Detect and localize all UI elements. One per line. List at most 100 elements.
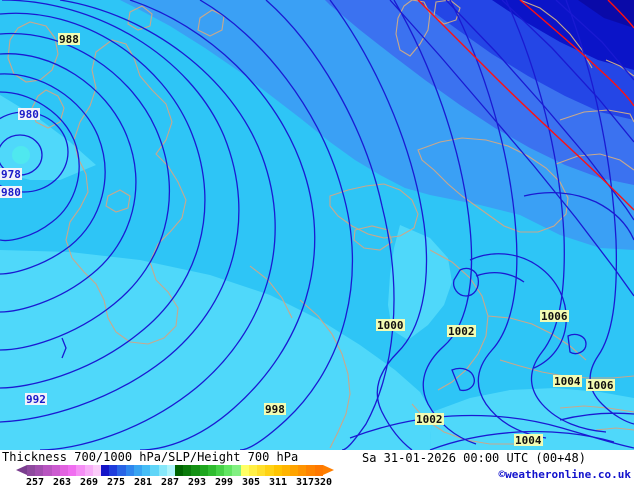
valid-time-text: Sa 31-01-2026 00:00 UTC (00+48) bbox=[362, 451, 586, 465]
credit-text: ©weatheronline.co.uk bbox=[498, 468, 631, 481]
colorbar-swatch-27 bbox=[248, 465, 258, 476]
slp-contour-1000 bbox=[265, 0, 395, 450]
colorbar-swatch-29 bbox=[265, 465, 274, 476]
slp-contour-high-cell-b bbox=[475, 271, 525, 283]
colorbar-tick-287: 287 bbox=[160, 477, 180, 488]
slp-contour-988 bbox=[0, 32, 170, 351]
isobar-label-1004: 1004 bbox=[514, 434, 543, 447]
colorbar-swatch-3 bbox=[51, 465, 60, 476]
height700-contour-c bbox=[607, 0, 634, 29]
weather-map-canvas[interactable]: 988 980 978 980 992 998 1000 1002 1002 1006 1004 10… bbox=[0, 0, 634, 450]
colorbar-tick-275: 275 bbox=[106, 477, 126, 488]
colorbar-swatch-34 bbox=[306, 465, 315, 476]
colorbar-swatch-5 bbox=[68, 465, 77, 476]
legend-title: Thickness 700/1000 hPa/SLP/Height 700 hP… bbox=[2, 450, 299, 464]
colorbar-swatch-35 bbox=[314, 465, 323, 476]
slp-contour-small-ring bbox=[452, 267, 480, 297]
slp-contour-1002 bbox=[393, 0, 477, 445]
colorbar-swatch-12 bbox=[125, 465, 134, 476]
isobar-label-988: 988 bbox=[58, 33, 80, 46]
colorbar-swatch-26 bbox=[240, 465, 249, 476]
colorbar-tick-281: 281 bbox=[133, 477, 153, 488]
slp-contour-tr-a bbox=[389, 0, 634, 297]
height700-contour-a bbox=[417, 0, 634, 211]
slp-contour-1002b bbox=[449, 0, 547, 439]
slp-contour-islet-b bbox=[451, 367, 475, 392]
fill-band-cyan-light-centre bbox=[0, 250, 432, 450]
colorbar-swatch-0 bbox=[27, 465, 36, 476]
slp-contour-tr-c bbox=[501, 0, 634, 143]
colorbar-swatch-28 bbox=[257, 465, 266, 476]
colorbar-swatch-33 bbox=[298, 465, 307, 476]
colorbar-tick-305: 305 bbox=[241, 477, 261, 488]
slp-contour-bottom-b bbox=[429, 430, 615, 450]
colorbar-swatch-8 bbox=[92, 465, 101, 476]
isobar-label-992: 992 bbox=[25, 393, 47, 406]
slp-contour-islet-c bbox=[61, 337, 67, 359]
colorbar-tick-311: 311 bbox=[268, 477, 288, 488]
slp-contour-982 bbox=[0, 91, 80, 242]
colorbar-swatch-17 bbox=[166, 465, 175, 476]
colorbar-swatch-14 bbox=[142, 465, 151, 476]
isobar-label-1004: 1004 bbox=[553, 375, 582, 388]
colorbar-tick-299: 299 bbox=[214, 477, 234, 488]
colorbar-swatch-10 bbox=[109, 465, 118, 476]
colorbar-swatch-9 bbox=[100, 465, 110, 476]
slp-contour-high-cell-a bbox=[469, 253, 567, 369]
slp-contour-998 bbox=[199, 0, 354, 450]
slp-contour-984 bbox=[0, 73, 106, 275]
isobar-label-980: 980 bbox=[18, 108, 40, 121]
slp-contour-islet-a bbox=[567, 333, 587, 355]
colorbar-left-arrow bbox=[16, 465, 27, 475]
colorbar-tick-labels: 257 263 269 275 281 287 293 299 305 311 317 320 bbox=[0, 477, 345, 489]
isobar-label-1006: 1006 bbox=[586, 379, 615, 392]
colorbar-swatch-32 bbox=[290, 465, 299, 476]
legend-bar: Thickness 700/1000 hPa/SLP/Height 700 hP… bbox=[0, 450, 634, 490]
height700-contour-layer bbox=[417, 0, 634, 211]
map-svg bbox=[0, 0, 634, 450]
colorbar-tick-320: 320 bbox=[313, 477, 333, 488]
colorbar-swatch-20 bbox=[191, 465, 200, 476]
slp-contour-986 bbox=[0, 53, 137, 313]
colorbar-swatch-2 bbox=[43, 465, 52, 476]
colorbar-swatch-23 bbox=[216, 465, 225, 476]
colorbar-swatch-4 bbox=[59, 465, 69, 476]
colorbar-swatch-6 bbox=[76, 465, 85, 476]
colorbar-swatch-1 bbox=[35, 465, 44, 476]
colorbar-tick-293: 293 bbox=[187, 477, 207, 488]
colorbar-tick-269: 269 bbox=[79, 477, 99, 488]
colorbar-swatch-24 bbox=[224, 465, 233, 476]
colorbar-swatch-16 bbox=[158, 465, 167, 476]
fill-band-navy bbox=[578, 0, 634, 28]
slp-contour-996 bbox=[129, 0, 316, 450]
isobar-label-980: 980 bbox=[0, 186, 22, 199]
slp-contour-1000b bbox=[329, 0, 428, 450]
colorbar-swatch-31 bbox=[281, 465, 290, 476]
isobar-label-998: 998 bbox=[264, 403, 286, 416]
colorbar bbox=[0, 465, 345, 476]
isobar-label-1000: 1000 bbox=[376, 319, 405, 332]
colorbar-tick-257: 257 bbox=[25, 477, 45, 488]
colorbar-right-arrow bbox=[323, 465, 334, 475]
slp-contour-layer bbox=[0, 0, 634, 450]
colorbar-swatches bbox=[27, 465, 323, 476]
fill-band-blue-dark bbox=[492, 0, 634, 70]
colorbar-tick-317: 317 bbox=[295, 477, 315, 488]
isobar-label-1002: 1002 bbox=[447, 325, 476, 338]
colorbar-swatch-19 bbox=[183, 465, 192, 476]
slp-contour-bottom-c bbox=[559, 412, 634, 421]
slp-contour-990 bbox=[0, 12, 206, 389]
colorbar-swatch-11 bbox=[117, 465, 126, 476]
colorbar-swatch-21 bbox=[199, 465, 208, 476]
slp-contour-tr-d bbox=[555, 0, 634, 81]
slp-contour-1004 bbox=[505, 0, 607, 433]
slp-contour-tr-b bbox=[445, 0, 634, 221]
slp-contour-994 bbox=[39, 0, 276, 450]
colorbar-swatch-7 bbox=[84, 465, 93, 476]
slp-contour-1006 bbox=[565, 0, 634, 425]
colorbar-swatch-25 bbox=[232, 465, 241, 476]
colorbar-swatch-15 bbox=[150, 465, 159, 476]
slp-contour-mid-right bbox=[523, 192, 634, 241]
height700-contour-b bbox=[519, 0, 634, 107]
